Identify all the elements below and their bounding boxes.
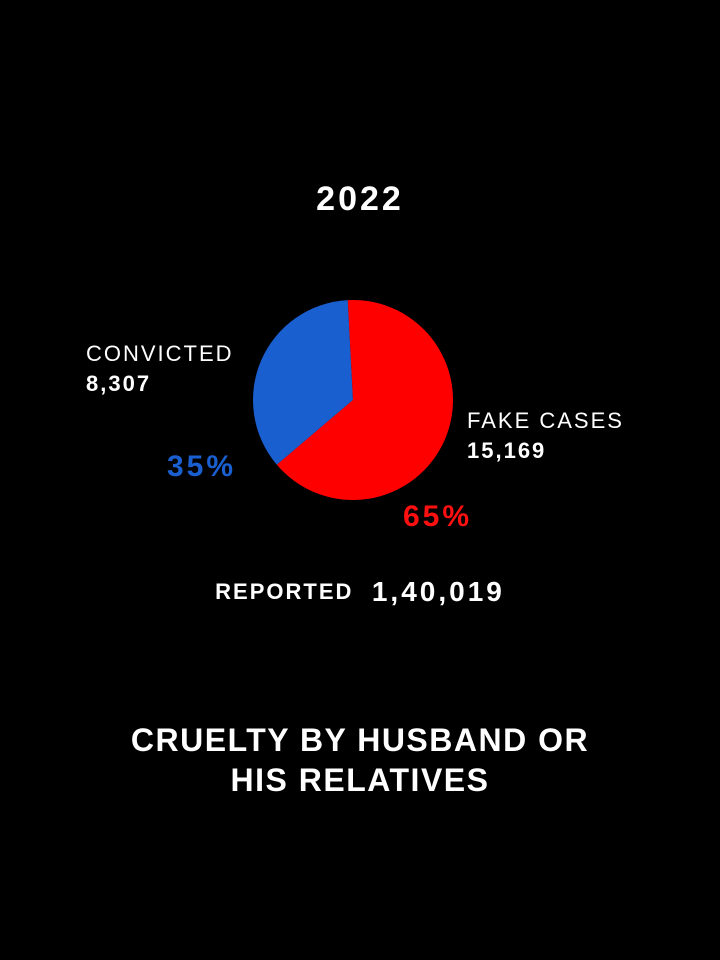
chart-caption: CRUELTY BY HUSBAND OR HIS RELATIVES [60,720,660,800]
label-fake-cases-name: FAKE CASES [467,408,624,433]
pie-slice-fake-cases [276,300,454,500]
label-convicted-name: CONVICTED [86,341,234,366]
label-convicted-value: 8,307 [86,371,152,396]
pie-slice-convicted [253,300,353,465]
reported-total: REPORTED 1,40,019 [0,576,720,608]
reported-label: REPORTED [215,579,354,604]
percent-fake-cases: 65% [403,500,473,533]
percent-convicted: 35% [167,450,237,483]
caption-line-1: CRUELTY BY HUSBAND OR [130,722,590,758]
chart-title: 2022 [316,180,404,218]
reported-value: 1,40,019 [371,576,505,607]
label-fake-cases-value: 15,169 [467,438,547,463]
caption-line-2: HIS RELATIVES [230,762,490,798]
label-fake-cases: FAKE CASES 15,169 [467,406,624,466]
label-convicted: CONVICTED 8,307 [86,339,234,399]
